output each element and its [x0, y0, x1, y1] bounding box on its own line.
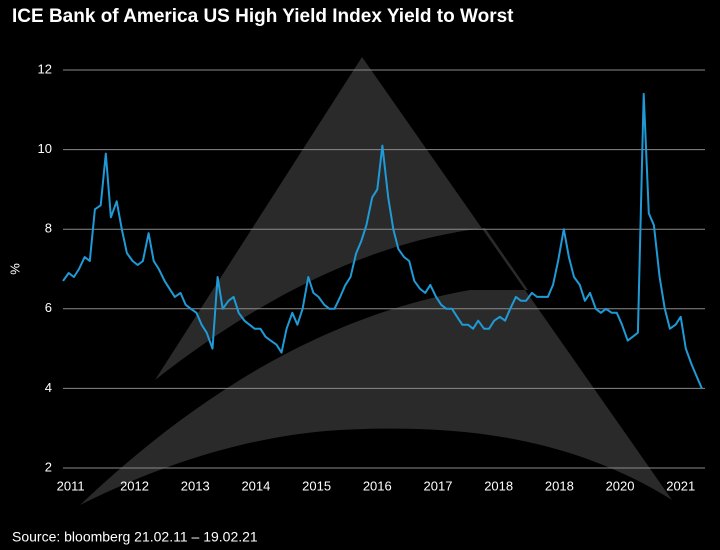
watermark-logo — [80, 57, 672, 505]
x-tick-label: 2013 — [181, 478, 210, 493]
y-tick-label: 12 — [38, 61, 52, 76]
y-tick-label: 2 — [45, 459, 52, 474]
x-tick-label: 2017 — [424, 478, 453, 493]
x-tick-label: 2018 — [545, 478, 574, 493]
source-note: Source: bloomberg 21.02.11 – 19.02.21 — [12, 529, 258, 545]
y-tick-label: 4 — [45, 380, 52, 395]
x-tick-label: 2021 — [666, 478, 695, 493]
y-tick-label: 10 — [38, 141, 52, 156]
y-axis-label: % — [7, 263, 22, 275]
x-tick-label: 2014 — [241, 478, 270, 493]
chart-title: ICE Bank of America US High Yield Index … — [12, 6, 514, 27]
x-tick-label: 2015 — [302, 478, 331, 493]
y-tick-label: 6 — [45, 300, 52, 315]
y-tick-label: 8 — [45, 221, 52, 236]
x-tick-label: 2011 — [57, 478, 85, 493]
x-tick-label: 2018 — [484, 478, 513, 493]
x-tick-label: 2020 — [606, 478, 635, 493]
data-line — [62, 92, 703, 389]
x-tick-label: 2012 — [120, 478, 149, 493]
x-tick-label: 2016 — [363, 478, 392, 493]
